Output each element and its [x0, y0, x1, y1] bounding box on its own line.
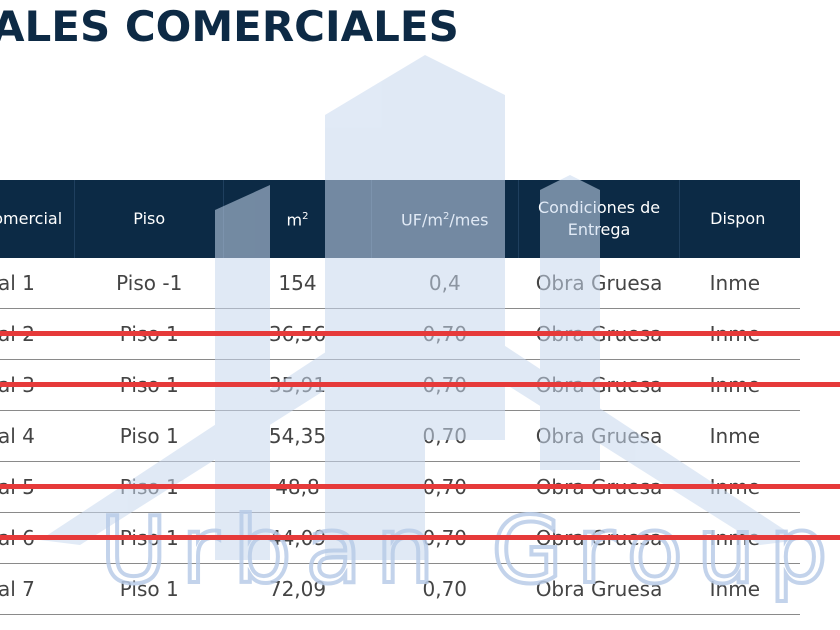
cell-disponibilidad: Inme	[679, 258, 800, 309]
strike-line	[0, 535, 840, 540]
cell-m2: 54,35	[223, 410, 372, 462]
cell-piso: Piso -1	[74, 258, 224, 309]
cell-condiciones: Obra Gruesa	[518, 258, 680, 309]
cell-piso: Piso 1	[74, 563, 224, 615]
strike-line	[0, 484, 840, 489]
cell-disponibilidad: Inme	[679, 563, 800, 615]
cell-local: al 1	[0, 258, 75, 309]
cell-m2: 154	[223, 258, 372, 309]
table-row: al 4 Piso 1 54,35 0,70 Obra Gruesa Inme	[0, 410, 800, 462]
cell-local: al 4	[0, 410, 75, 462]
table-row: al 7 Piso 1 72,09 0,70 Obra Gruesa Inme	[0, 563, 800, 615]
cell-uf: 0,70	[371, 563, 519, 615]
cell-uf: 0,4	[371, 258, 519, 309]
header-local: omercial	[0, 180, 75, 258]
header-piso: Piso	[74, 180, 224, 258]
cell-piso: Piso 1	[74, 410, 224, 462]
cell-condiciones: Obra Gruesa	[518, 410, 680, 462]
cell-disponibilidad: Inme	[679, 410, 800, 462]
locales-table: omercial Piso m2 UF/m2/mes Condiciones d…	[0, 180, 800, 615]
cell-uf: 0,70	[371, 410, 519, 462]
header-condiciones: Condiciones de Entrega	[517, 180, 680, 258]
page-title: ALES COMERCIALES	[0, 2, 459, 51]
cell-m2: 72,09	[223, 563, 372, 615]
table-row: al 1 Piso -1 154 0,4 Obra Gruesa Inme	[0, 258, 800, 309]
cell-local: al 7	[0, 563, 75, 615]
strike-line	[0, 382, 840, 387]
strike-line	[0, 331, 840, 336]
cell-condiciones: Obra Gruesa	[518, 563, 680, 615]
table-header-row: omercial Piso m2 UF/m2/mes Condiciones d…	[0, 180, 800, 258]
header-m2: m2	[223, 180, 372, 258]
header-disponibilidad: Dispon	[679, 180, 800, 258]
header-uf: UF/m2/mes	[370, 180, 519, 258]
